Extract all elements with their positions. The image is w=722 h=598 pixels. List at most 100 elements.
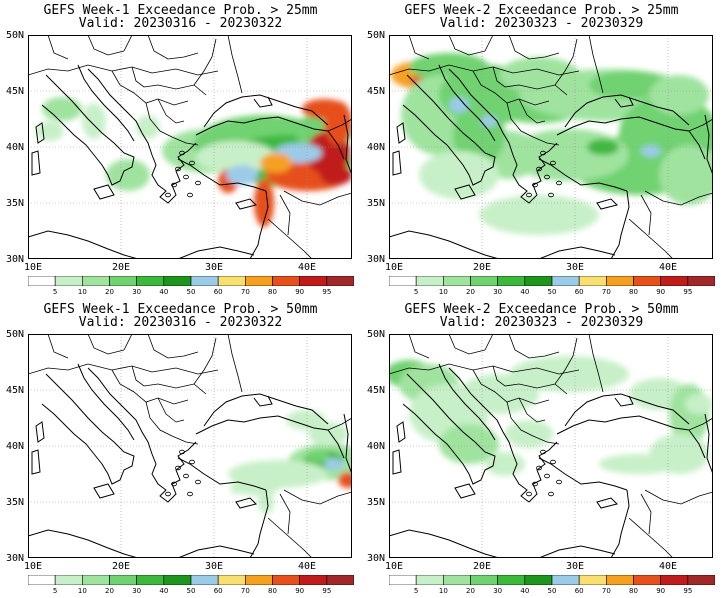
panel-week2-25mm: GEFS Week-2 Exceedance Prob. > 25mm Vali… (361, 0, 722, 299)
coastlines (28, 363, 352, 558)
probability-patch (659, 145, 713, 205)
probability-patch (254, 179, 274, 227)
lon-label: 20E (111, 262, 131, 273)
islands (526, 449, 562, 497)
colorbar-tick-label: 5 (52, 587, 58, 595)
precip-probability-field (228, 410, 352, 514)
coastlines (28, 64, 352, 259)
country-borders (389, 334, 713, 558)
colorbar-tick-label: 30 (493, 288, 503, 296)
colorbar-swatch (54, 276, 83, 286)
colorbar-swatch (272, 575, 300, 585)
colorbar-swatch (524, 575, 553, 585)
colorbar-swatch (326, 276, 354, 286)
colorbar-tick-label: 50 (547, 587, 557, 595)
colorbar-tick-label: 40 (520, 288, 530, 296)
graticule (28, 334, 352, 558)
colorbar-swatch (443, 575, 471, 585)
colorbar-swatch (54, 575, 83, 585)
probability-patch (485, 452, 525, 476)
probability-patch (499, 57, 579, 93)
panel-valid-dates: Valid: 20230316 - 20230322 (78, 16, 283, 31)
colorbar-tick-label: 60 (574, 288, 584, 296)
colorbar-swatch (217, 575, 246, 585)
colorbar-tick-label: 90 (295, 587, 305, 595)
probability-patch (641, 145, 661, 157)
colorbar-swatch (415, 575, 444, 585)
probability-patch (226, 165, 258, 185)
lon-label: 10E (23, 262, 43, 273)
colorbar-tick-label: 10 (438, 587, 448, 595)
islands (165, 449, 201, 497)
colorbar-tick-label: 50 (547, 288, 557, 296)
lon-label: 30E (204, 262, 224, 273)
probability-patch (439, 424, 499, 464)
coastlines (389, 363, 713, 558)
probability-patch (306, 450, 330, 462)
colorbar-tick-label: 5 (413, 288, 419, 296)
colorbar-swatch (136, 276, 165, 286)
lat-label: 45N (366, 385, 385, 396)
probability-patch (42, 97, 82, 121)
map-frame (389, 334, 713, 558)
colorbar-swatch (606, 575, 634, 585)
colorbar-tick-label: 20 (466, 288, 475, 296)
lat-label: 40N (5, 441, 24, 452)
panel-title: GEFS Week-1 Exceedance Prob. > 50mm (43, 302, 318, 317)
probability-patch (449, 97, 469, 113)
colorbar-swatch (470, 276, 498, 286)
lat-label: 35N (366, 198, 385, 209)
colorbar-swatch (299, 276, 328, 286)
panel-week2-50mm: GEFS Week-2 Exceedance Prob. > 50mm Vali… (361, 299, 722, 598)
probability-patch (479, 195, 599, 235)
probability-patch (308, 422, 348, 446)
map-frame (28, 334, 352, 558)
colorbar-swatch (245, 276, 273, 286)
colorbar-swatch (245, 575, 273, 585)
country-borders (28, 35, 352, 259)
lat-label: 45N (366, 86, 385, 97)
colorbar-tick-label: 95 (683, 288, 693, 296)
colorbar-swatch (578, 276, 607, 286)
colorbar-canvas (389, 276, 715, 286)
coastlines (389, 64, 713, 259)
probability-patch (82, 103, 106, 139)
colorbar-tick-label: 10 (77, 587, 87, 595)
colorbar-swatch (299, 575, 328, 585)
colorbar-tick-label: 90 (295, 288, 305, 296)
probability-patch (481, 115, 497, 127)
map-canvas (28, 35, 352, 259)
colorbar-tick-label: 5 (413, 587, 419, 595)
colorbar-canvas (389, 575, 715, 585)
lon-label: 10E (384, 262, 404, 273)
colorbar-swatch (163, 575, 192, 585)
colorbar-tick-label: 60 (213, 587, 223, 595)
lat-label: 30N (366, 553, 385, 564)
lat-label: 35N (5, 497, 24, 508)
colorbar-tick-label: 90 (656, 587, 666, 595)
lon-label: 20E (472, 262, 492, 273)
colorbar-tick-label: 95 (322, 288, 332, 296)
lat-label: 45N (5, 86, 24, 97)
colorbar-tick-label: 70 (601, 587, 611, 595)
probability-patch (685, 394, 713, 414)
lat-label: 40N (5, 142, 24, 153)
colorbar (28, 575, 354, 585)
colorbar-tick-label: 95 (322, 587, 332, 595)
probability-patch (302, 99, 346, 119)
colorbar-swatch (109, 575, 137, 585)
colorbar-swatch (82, 276, 110, 286)
probability-patch (338, 472, 352, 488)
colorbar-swatch (28, 276, 56, 286)
colorbar-tick-label: 80 (268, 587, 277, 595)
probability-patch (230, 482, 246, 494)
colorbar-tick-label: 50 (186, 288, 196, 296)
colorbar-swatch (82, 575, 110, 585)
colorbar-swatch (470, 575, 498, 585)
colorbar-swatch (633, 276, 661, 286)
lat-label: 50N (366, 329, 385, 340)
colorbar-tick-label: 60 (213, 288, 223, 296)
probability-map (389, 35, 713, 259)
colorbar-swatch (497, 276, 526, 286)
panel-title: GEFS Week-2 Exceedance Prob. > 50mm (404, 302, 679, 317)
